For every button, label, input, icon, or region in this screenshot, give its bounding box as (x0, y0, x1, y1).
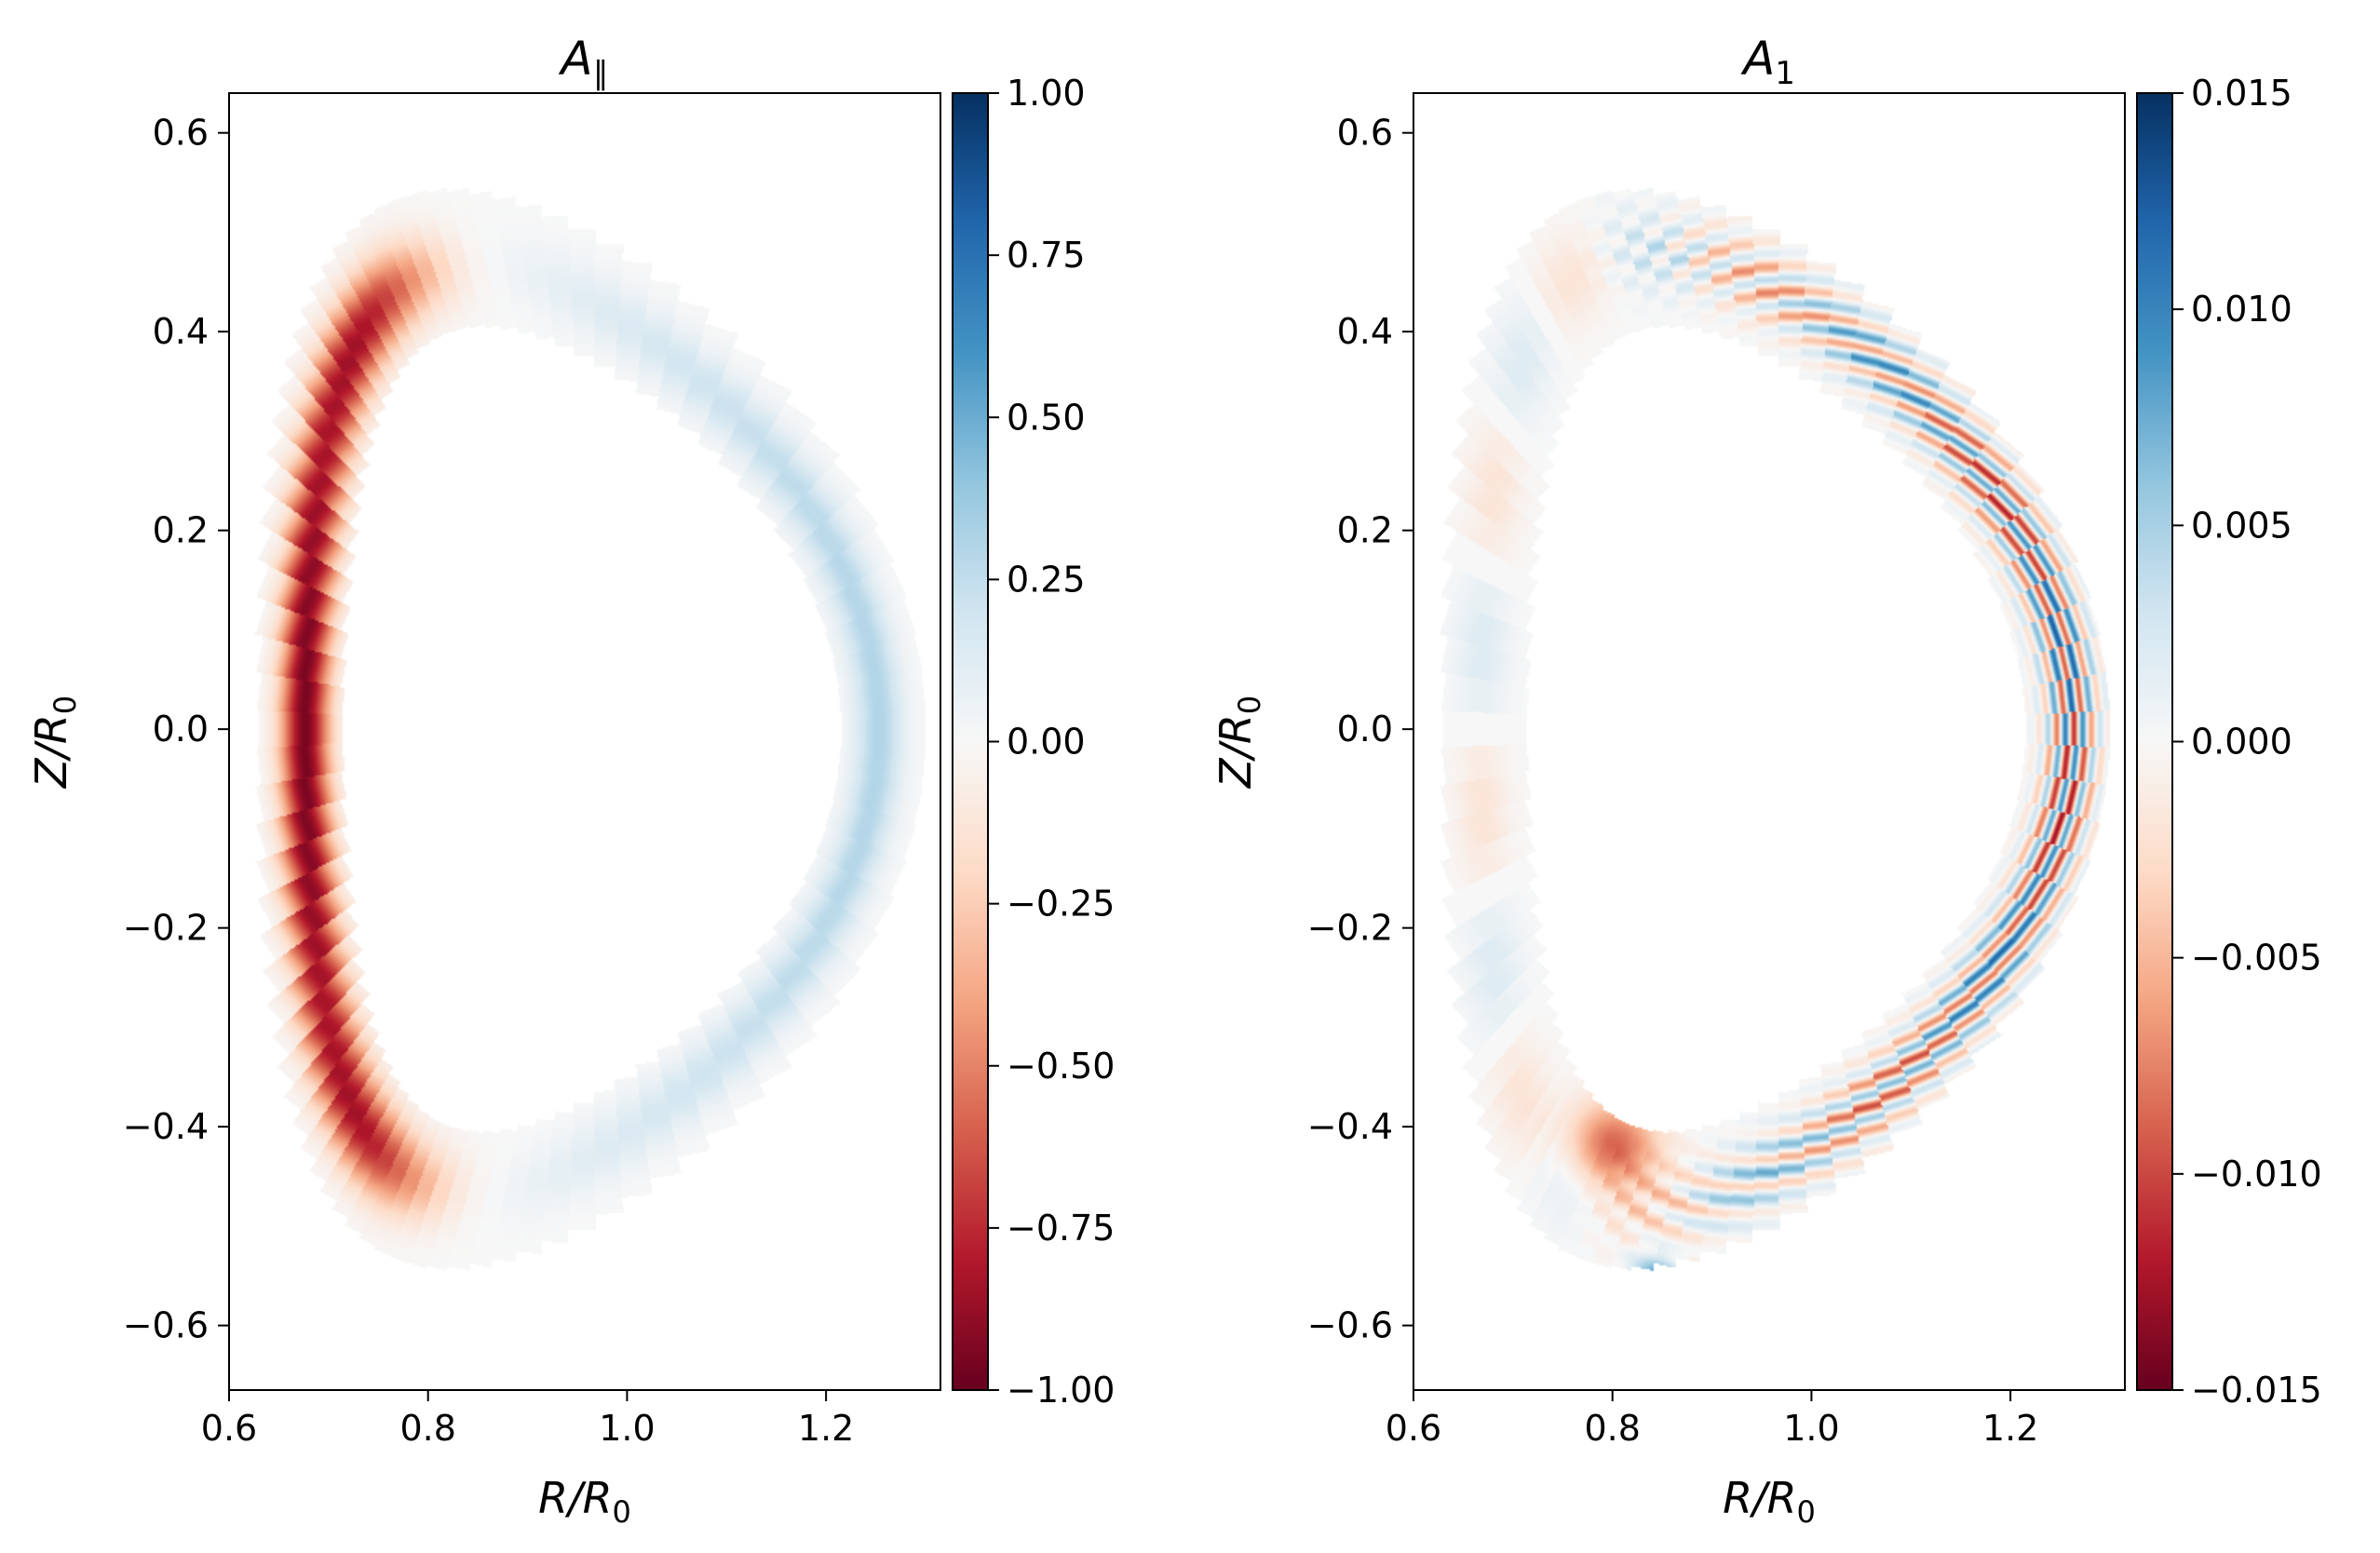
colorbar-tick-label: −1.00 (1007, 1370, 1115, 1411)
y-tick-label: 0.6 (153, 113, 209, 154)
colorbar-tick-label: −0.25 (1007, 884, 1115, 925)
axes-frame (1413, 92, 2126, 1391)
colorbar-tick-label: −0.005 (2191, 938, 2322, 979)
colorbar-tick-label: −0.75 (1007, 1208, 1115, 1249)
x-axis-label: R/R0 (1723, 1473, 1816, 1530)
colorbar-tick-label: −0.015 (2191, 1370, 2322, 1411)
colorbar-tick-label: 0.010 (2191, 289, 2292, 330)
y-tick-label: −0.2 (123, 908, 209, 949)
colorbar-tick-label: 0.75 (1007, 235, 1086, 276)
chart-panel-2: 0.6 0.8 1.0 1.2 0.6 0.4 0.2 0.0 −0.2 −0.4 −0.6 A1 R/… (1210, 32, 2322, 1530)
x-tick-label: 0.8 (1584, 1408, 1640, 1449)
x-tick-label: 0.8 (399, 1408, 455, 1449)
x-tick-label: 0.6 (1386, 1408, 1441, 1449)
colorbar-tick-label: −0.50 (1007, 1046, 1115, 1087)
y-tick-label: 0.2 (153, 510, 209, 551)
y-tick-label: 0.0 (1337, 709, 1393, 749)
axes-frame (228, 92, 941, 1391)
heatmap-field (229, 93, 940, 1390)
y-tick-label: 0.6 (1337, 113, 1393, 154)
colorbar-tick-label: −0.010 (2191, 1154, 2322, 1195)
x-tick-label: 1.2 (798, 1408, 854, 1449)
colorbar-tick-label: 0.015 (2191, 73, 2292, 114)
colorbar-tick-label: 0.00 (1007, 722, 1086, 763)
y-tick-label: 0.2 (1337, 510, 1393, 551)
chart-title: A∥ (558, 32, 608, 92)
y-tick-label: 0.0 (153, 709, 209, 749)
y-tick-label: −0.4 (1307, 1106, 1393, 1147)
colorbar-tick-label: 0.50 (1007, 397, 1086, 438)
colorbar-tick-label: 0.25 (1007, 559, 1086, 600)
x-tick-label: 1.0 (1783, 1408, 1839, 1449)
y-tick-label: −0.6 (1307, 1305, 1393, 1346)
colorbar (2136, 92, 2173, 1391)
chart-panel-1: 0.6 0.8 1.0 1.2 0.6 0.4 0.2 0.0 −0.2 −0.4 −0.6 A∥ R/… (26, 32, 1115, 1530)
y-tick-label: −0.2 (1307, 908, 1393, 949)
y-tick-label: −0.4 (123, 1106, 209, 1147)
colorbar-tick-label: 1.00 (1007, 73, 1086, 114)
x-tick-label: 0.6 (201, 1408, 257, 1449)
x-axis-label: R/R0 (538, 1473, 631, 1530)
heatmap-field (1413, 93, 2125, 1390)
y-axis-label: Z/R0 (26, 695, 83, 790)
colorbar-tick-label: 0.000 (2191, 722, 2292, 763)
y-tick-label: 0.4 (153, 311, 209, 352)
colorbar-tick-label: 0.005 (2191, 505, 2292, 546)
colorbar (952, 92, 989, 1391)
y-axis-label: Z/R0 (1210, 695, 1267, 790)
x-tick-label: 1.2 (1982, 1408, 2038, 1449)
y-tick-label: −0.6 (123, 1305, 209, 1346)
y-tick-label: 0.4 (1337, 311, 1393, 352)
chart-title: A1 (1740, 32, 1795, 92)
x-tick-label: 1.0 (599, 1408, 655, 1449)
